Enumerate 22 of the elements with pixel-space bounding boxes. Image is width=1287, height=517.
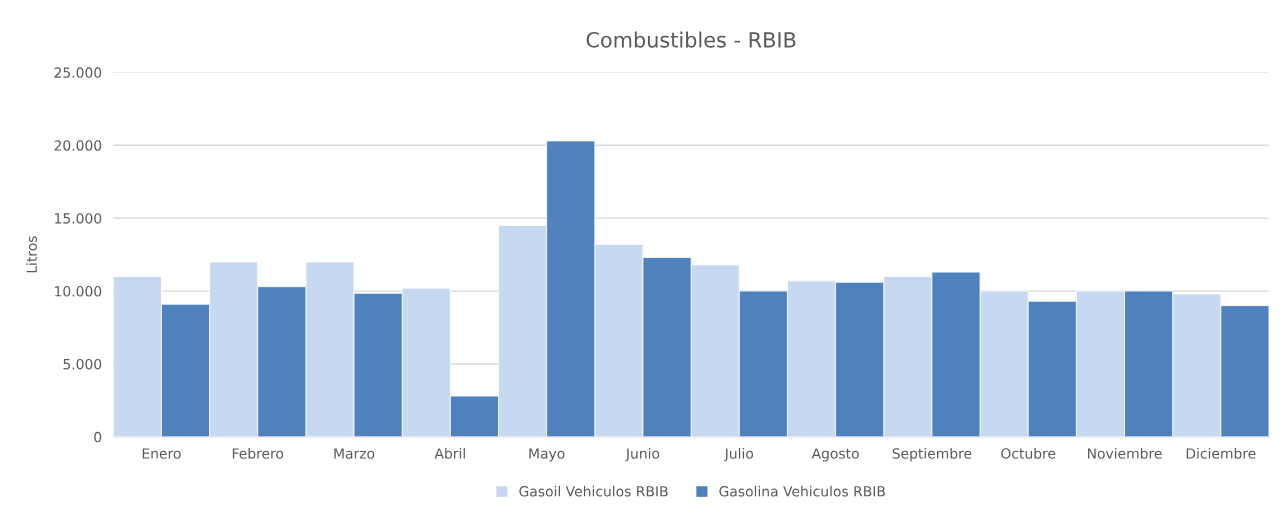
x-tick-label: Septiembre xyxy=(892,447,972,462)
y-tick-label: 5.000 xyxy=(63,358,102,370)
x-tick-label: Febrero xyxy=(232,447,284,459)
x-tick-label: Noviembre xyxy=(1087,447,1162,459)
y-tick-label: 10.000 xyxy=(55,286,102,297)
chart-title: Combustibles - RBIB xyxy=(586,31,796,48)
y-tick-label: 15.000 xyxy=(55,213,102,224)
x-tick-label: Octubre xyxy=(1001,447,1056,459)
y-axis-title: Litros xyxy=(26,236,37,273)
x-tick-label: Enero xyxy=(142,448,181,459)
x-tick-label: Junio xyxy=(625,447,660,462)
x-tick-label: Diciembre xyxy=(1186,447,1256,459)
y-tick-label: 20.000 xyxy=(54,140,102,151)
x-tick-label: Marzo xyxy=(334,448,375,459)
y-tick-label: 25.000 xyxy=(54,67,102,78)
x-tick-label: Agosto xyxy=(811,448,859,462)
legend-label: Gasoil Vehiculos RBIB xyxy=(519,485,668,497)
legend-label: Gasolina Vehiculos RBIB xyxy=(719,485,885,497)
x-tick-label: Abril xyxy=(434,447,465,459)
y-tick-label: 0 xyxy=(94,431,102,443)
x-tick-label: Julio xyxy=(724,447,754,462)
x-tick-label: Mayo xyxy=(529,448,565,462)
